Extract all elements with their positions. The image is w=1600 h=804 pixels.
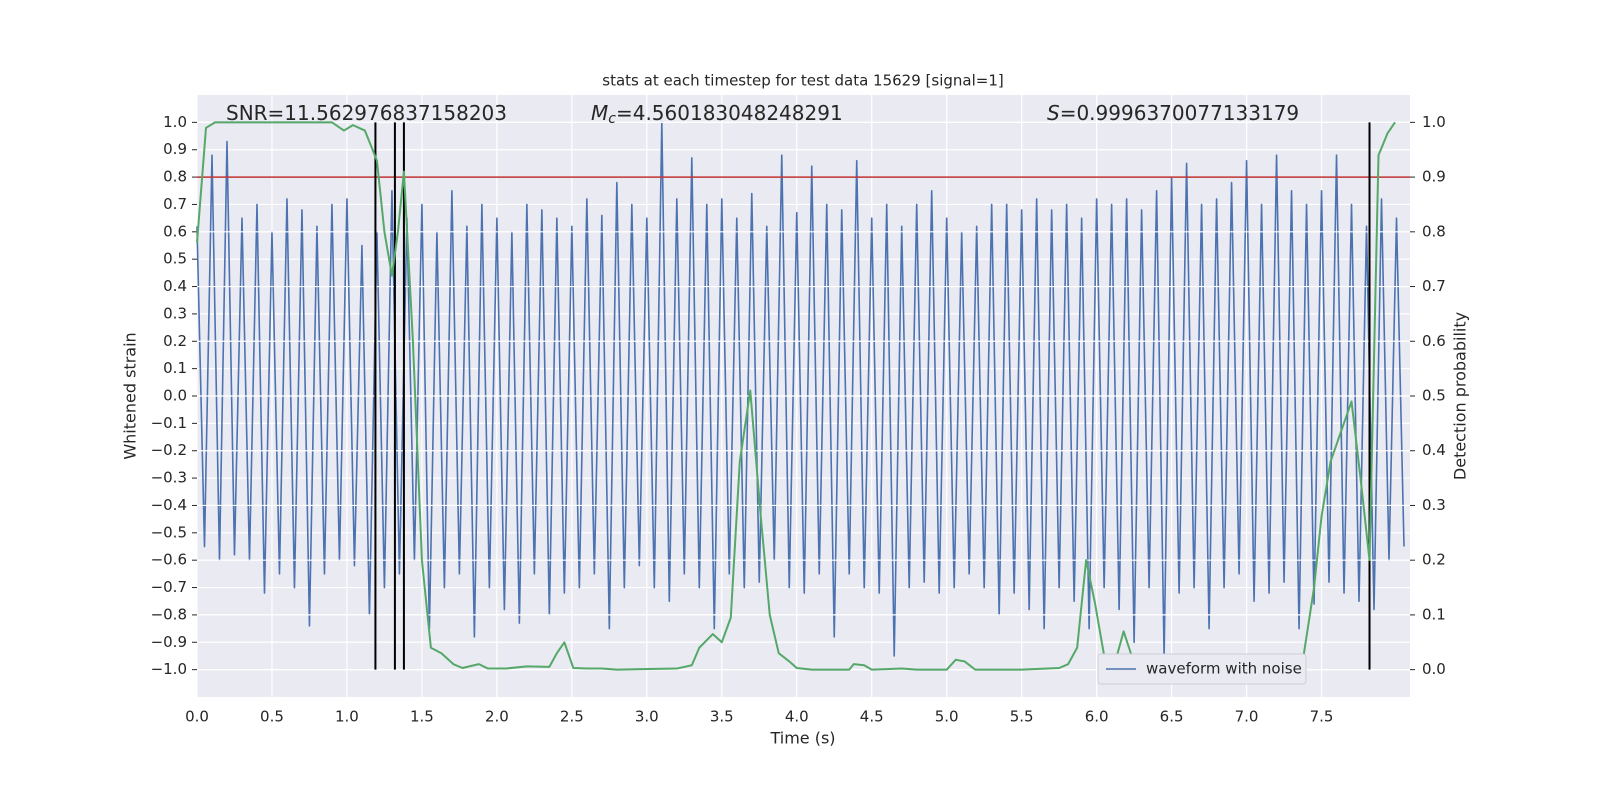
y-tick-label: −0.9 xyxy=(151,633,187,651)
x-tick-label: 5.0 xyxy=(935,708,959,726)
y-tick-label: 0.1 xyxy=(163,359,187,377)
y-tick-label: −0.7 xyxy=(151,578,187,596)
annotation-subscript: c xyxy=(608,111,616,127)
y-tick-label: −0.2 xyxy=(151,441,187,459)
y2-tick-label: 0.2 xyxy=(1422,551,1446,569)
y2-tick-label: 0.9 xyxy=(1422,168,1446,186)
x-axis-label: Time (s) xyxy=(769,729,835,748)
y-tick-label: 0.6 xyxy=(163,222,187,240)
x-tick-label: 0.5 xyxy=(260,708,284,726)
x-tick-label: 6.0 xyxy=(1085,708,1109,726)
y2-tick-label: 0.5 xyxy=(1422,387,1446,405)
y-tick-label: 0.8 xyxy=(163,168,187,186)
x-tick-label: 3.5 xyxy=(710,708,734,726)
x-tick-label: 7.0 xyxy=(1235,708,1259,726)
y-tick-label: 0.3 xyxy=(163,304,187,322)
x-tick-label: 4.5 xyxy=(860,708,884,726)
y2-tick-label: 0.1 xyxy=(1422,605,1446,623)
x-tick-label: 2.5 xyxy=(560,708,584,726)
y-tick-label: 0.7 xyxy=(163,195,187,213)
y2-tick-label: 0.8 xyxy=(1422,222,1446,240)
annotation-symbol: M xyxy=(591,101,608,125)
y-tick-label: 1.0 xyxy=(163,113,187,131)
y2-tick-label: 0.3 xyxy=(1422,496,1446,514)
y-tick-label: −0.4 xyxy=(151,496,187,514)
legend-label: waveform with noise xyxy=(1146,660,1302,678)
x-tick-label: 4.0 xyxy=(785,708,809,726)
y2-axis-label: Detection probability xyxy=(1451,312,1470,480)
x-tick-label: 0.0 xyxy=(185,708,209,726)
y-tick-label: 0.5 xyxy=(163,250,187,268)
annotation: S=0.9996370077133179 xyxy=(1047,101,1299,125)
y-tick-label: −0.3 xyxy=(151,469,187,487)
y-tick-label: 0.4 xyxy=(163,277,187,295)
x-tick-label: 5.5 xyxy=(1010,708,1034,726)
y2-tick-label: 0.4 xyxy=(1422,441,1446,459)
y-tick-label: −0.6 xyxy=(151,551,187,569)
annotation: Mc=4.560183048248291 xyxy=(591,101,843,128)
y-tick-label: 0.9 xyxy=(163,140,187,158)
y-tick-label: 0.0 xyxy=(163,387,187,405)
x-tick-label: 1.5 xyxy=(410,708,434,726)
y2-tick-label: 1.0 xyxy=(1422,113,1446,131)
x-tick-label: 7.5 xyxy=(1310,708,1334,726)
x-tick-label: 1.0 xyxy=(335,708,359,726)
annotation-text: =0.9996370077133179 xyxy=(1060,101,1299,125)
y2-tick-label: 0.0 xyxy=(1422,660,1446,678)
annotation: SNR=11.562976837158203 xyxy=(226,101,507,125)
y2-tick-label: 0.6 xyxy=(1422,332,1446,350)
waveform-line xyxy=(196,121,1405,657)
annotation-text: SNR=11.562976837158203 xyxy=(226,101,507,125)
x-tick-label: 2.0 xyxy=(485,708,509,726)
x-tick-label: 3.0 xyxy=(635,708,659,726)
annotation-text: =4.560183048248291 xyxy=(616,101,843,125)
y-tick-label: −0.1 xyxy=(151,414,187,432)
annotation-symbol: S xyxy=(1047,101,1060,125)
y-tick-label: 0.2 xyxy=(163,332,187,350)
y-tick-label: −1.0 xyxy=(151,660,187,678)
y-axis-label: Whitened strain xyxy=(121,332,140,459)
y2-tick-label: 0.7 xyxy=(1422,277,1446,295)
y-tick-label: −0.8 xyxy=(151,605,187,623)
x-tick-label: 6.5 xyxy=(1160,708,1184,726)
y-tick-label: −0.5 xyxy=(151,523,187,541)
legend-box xyxy=(1097,653,1307,685)
chart-title: stats at each timestep for test data 156… xyxy=(602,72,1003,90)
